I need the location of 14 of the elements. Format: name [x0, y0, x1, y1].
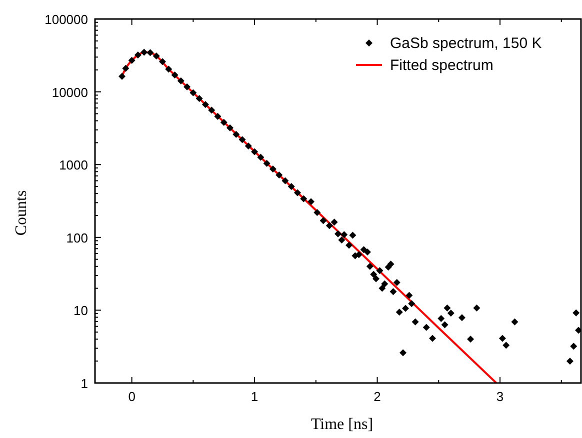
x-tick-label: 0 — [128, 389, 136, 404]
y-tick-label: 10000 — [52, 84, 88, 100]
y-tick-label: 10 — [74, 303, 88, 318]
y-tick-label: 100 — [66, 230, 88, 246]
y-tick-label: 1000 — [59, 158, 88, 173]
y-tick-label: 1 — [80, 376, 88, 391]
y-tick-label: 100000 — [44, 12, 88, 27]
y-axis-title: Counts — [13, 190, 30, 236]
legend-label: Fitted spectrum — [390, 57, 494, 74]
x-tick-label: 3 — [496, 389, 504, 404]
x-tick-label: 1 — [250, 389, 258, 404]
legend-label: GaSb spectrum, 150 K — [390, 35, 542, 52]
x-axis-title: Time [ns] — [310, 416, 374, 433]
x-tick-label: 2 — [374, 389, 381, 404]
